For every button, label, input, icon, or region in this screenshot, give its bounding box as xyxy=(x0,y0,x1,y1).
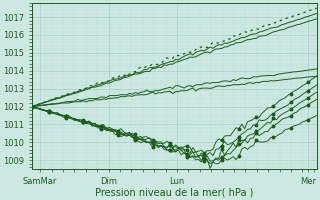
X-axis label: Pression niveau de la mer( hPa ): Pression niveau de la mer( hPa ) xyxy=(95,187,253,197)
